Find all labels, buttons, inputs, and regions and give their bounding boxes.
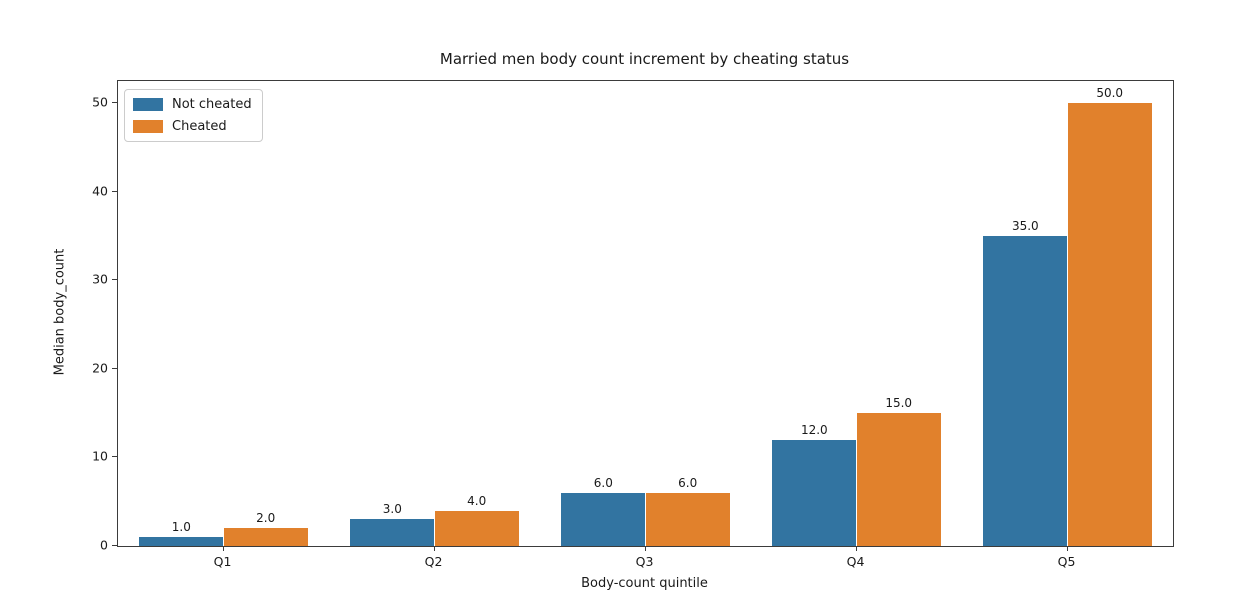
- y-tick-mark: [112, 102, 117, 104]
- legend: Not cheated Cheated: [124, 89, 263, 142]
- x-tick-mark: [433, 546, 435, 551]
- x-tick-label-q3: Q3: [635, 554, 654, 569]
- bar-value-label: 35.0: [1011, 219, 1039, 233]
- bar-value-label: 15.0: [885, 396, 913, 411]
- bar-cheated-q3: [645, 492, 730, 546]
- legend-item-not-cheated: Not cheated: [133, 97, 252, 112]
- bar-value-label: 2.0: [256, 511, 276, 526]
- y-tick-label-20: 20: [92, 360, 108, 376]
- legend-swatch-cheated: [133, 120, 163, 133]
- x-axis-label: Body-count quintile: [581, 576, 708, 591]
- legend-label: Not cheated: [172, 97, 252, 112]
- x-tick-mark: [222, 546, 224, 551]
- bar-value-label: 4.0: [467, 493, 487, 508]
- x-tick-label-q5: Q5: [1057, 554, 1076, 569]
- y-tick-mark: [112, 367, 117, 369]
- chart-title: Married men body count increment by chea…: [439, 50, 850, 68]
- legend-label: Cheated: [172, 119, 227, 134]
- bar-not-cheated-q1: [139, 537, 224, 546]
- legend-swatch-not-cheated: [133, 98, 163, 111]
- legend-item-cheated: Cheated: [133, 119, 252, 134]
- x-tick-label-q1: Q1: [213, 554, 232, 569]
- bar-value-label: 50.0: [1096, 86, 1124, 101]
- bar-not-cheated-q3: [561, 492, 646, 546]
- y-tick-label-10: 10: [92, 448, 108, 464]
- bar-cheated-q5: [1067, 103, 1152, 546]
- bar-value-label: 3.0: [382, 502, 402, 517]
- y-tick-label-0: 0: [100, 537, 108, 553]
- bar-value-label: 1.0: [171, 520, 191, 535]
- y-tick-label-50: 50: [92, 94, 108, 110]
- plot-area: 1.0 2.0 3.0 4.0 6.0 6.0 12.0 15.0 35.0 50.0 Not c…: [117, 80, 1174, 547]
- x-tick-label-q4: Q4: [846, 554, 865, 569]
- bar-value-label: 6.0: [678, 475, 698, 490]
- y-tick-mark: [112, 190, 117, 192]
- bar-not-cheated-q5: [983, 236, 1068, 546]
- y-tick-label-40: 40: [92, 183, 108, 199]
- y-tick-mark: [112, 456, 117, 458]
- bar-value-label: 12.0: [800, 422, 828, 437]
- x-tick-mark: [644, 546, 646, 551]
- x-tick-mark: [855, 546, 857, 551]
- y-tick-label-30: 30: [92, 271, 108, 287]
- bar-cheated-q4: [856, 413, 941, 546]
- y-tick-mark: [112, 279, 117, 281]
- bar-cheated-q2: [434, 510, 519, 546]
- y-axis-label: Median body_count: [52, 248, 68, 376]
- bar-cheated-q1: [223, 528, 308, 546]
- y-tick-mark: [112, 545, 117, 546]
- x-tick-mark: [1066, 546, 1068, 551]
- bar-value-label: 6.0: [593, 475, 613, 490]
- bar-not-cheated-q4: [772, 439, 857, 546]
- bar-not-cheated-q2: [350, 519, 435, 546]
- x-tick-label-q2: Q2: [424, 554, 443, 569]
